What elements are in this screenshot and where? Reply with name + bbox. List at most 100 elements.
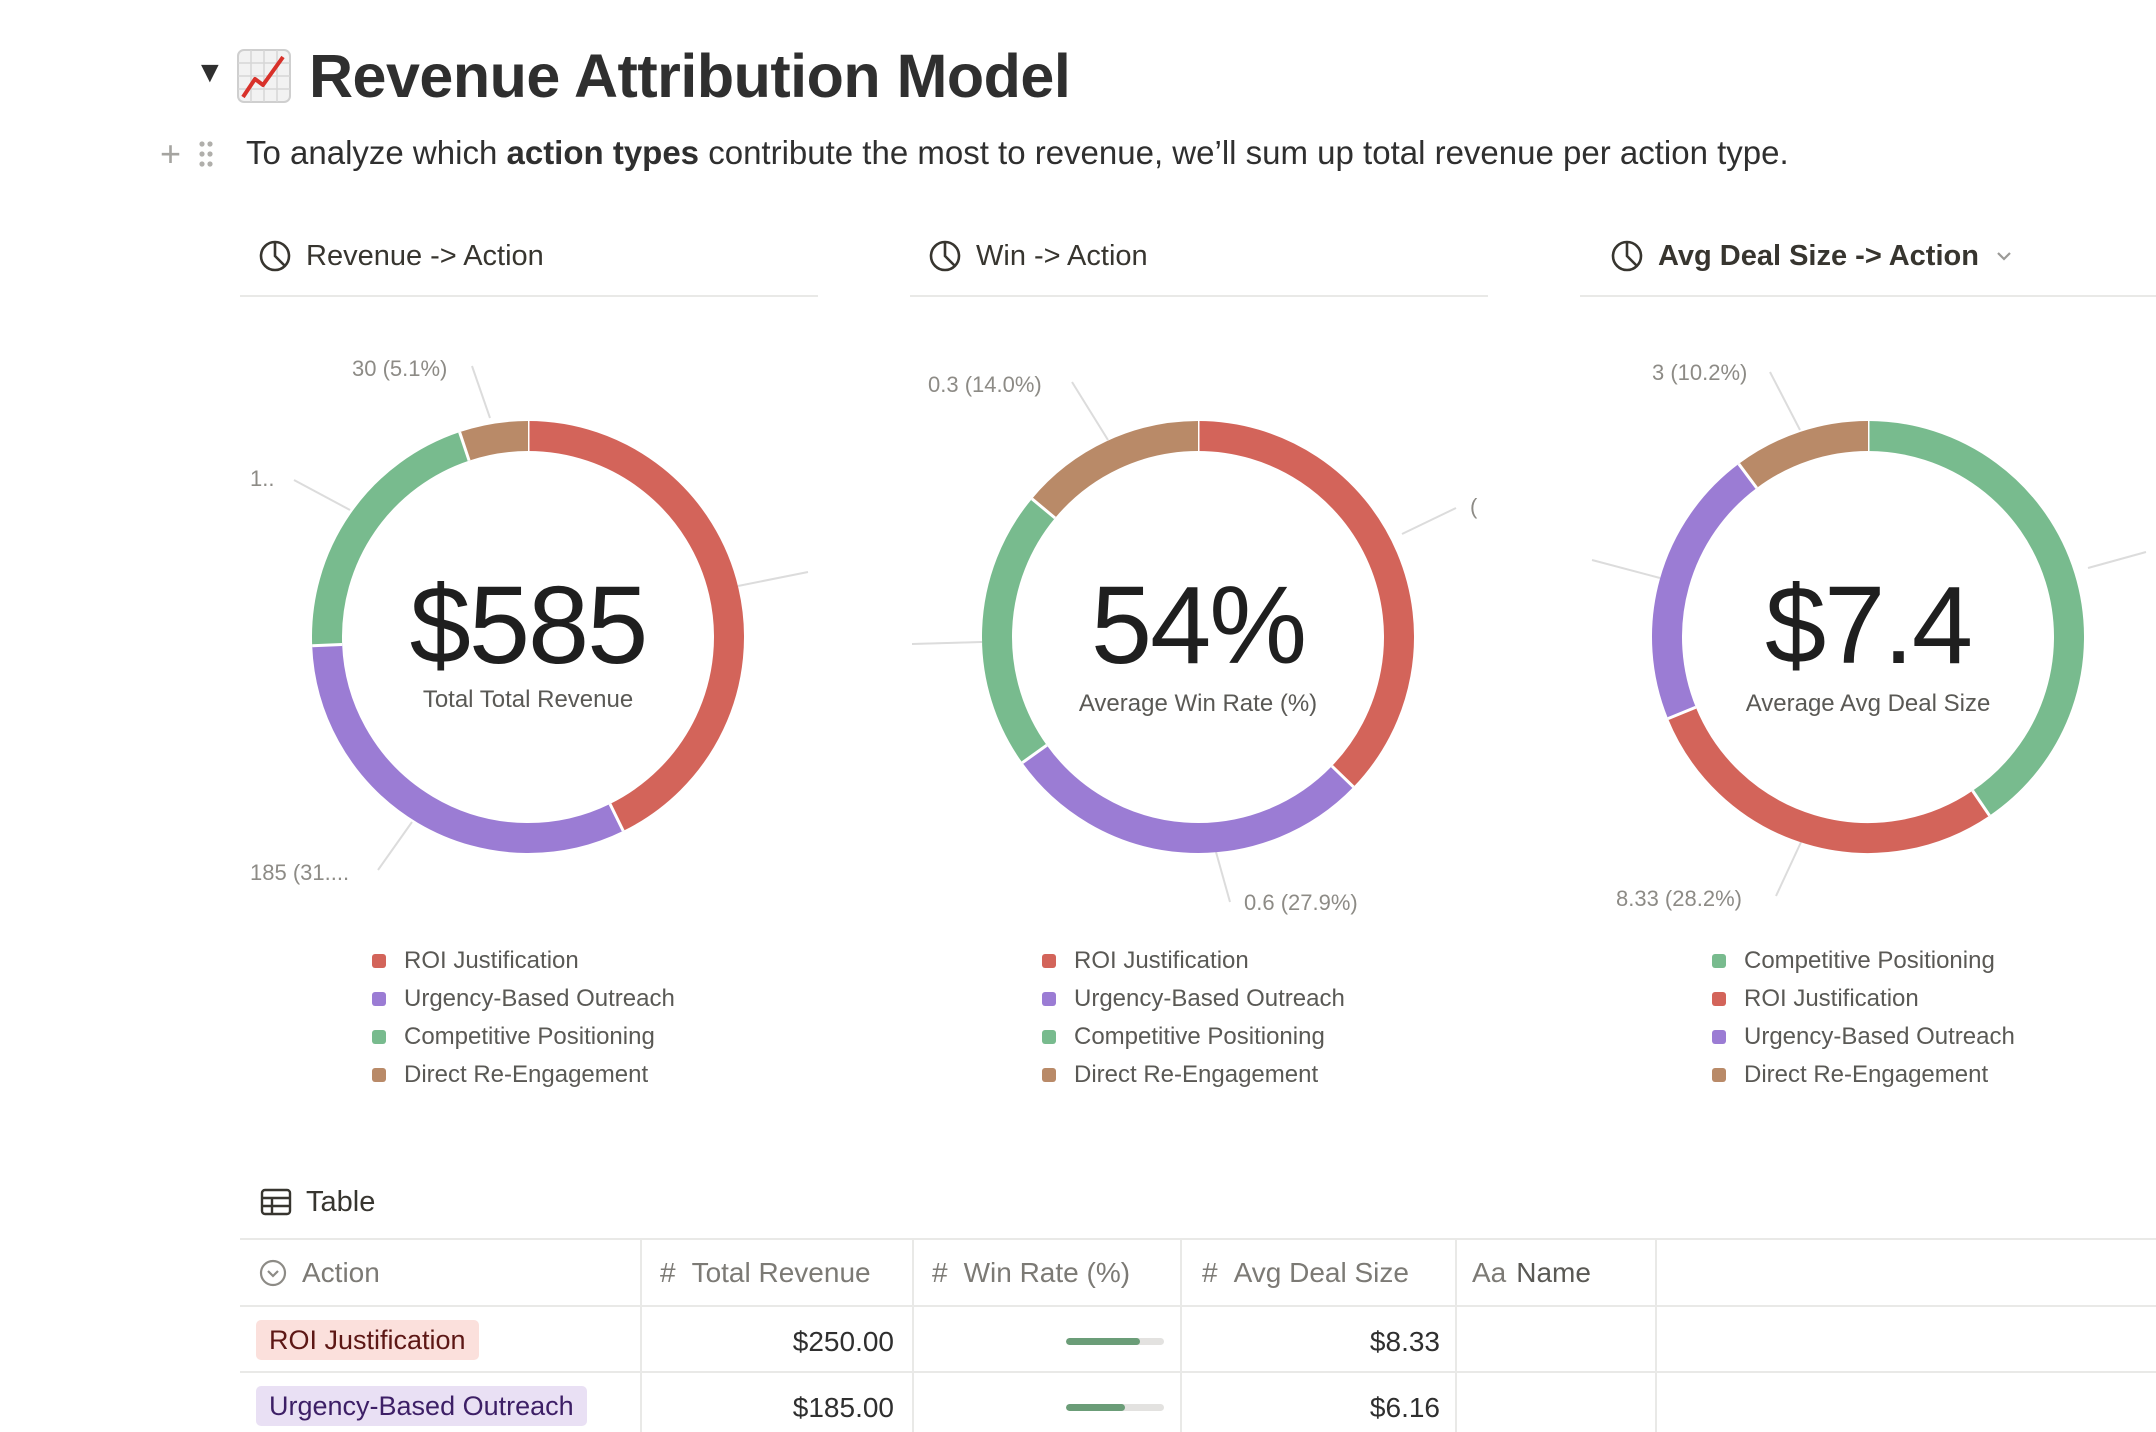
column-divider bbox=[1455, 1240, 1457, 1432]
column-header-action[interactable]: Action bbox=[258, 1240, 380, 1306]
chevron-down-icon[interactable] bbox=[1993, 245, 2015, 267]
legend-swatch bbox=[372, 1068, 386, 1082]
chart-callout: 8.33 (28.2%) bbox=[1616, 886, 1742, 911]
legend-swatch bbox=[1712, 1068, 1726, 1082]
legend-item[interactable]: Direct Re-Engagement bbox=[372, 1056, 675, 1094]
legend-item[interactable]: Urgency-Based Outreach bbox=[1042, 980, 1345, 1018]
number-property-icon: # bbox=[1202, 1257, 1218, 1288]
slice-separator bbox=[1021, 744, 1048, 764]
legend-swatch bbox=[1712, 954, 1726, 968]
legend-label: ROI Justification bbox=[1074, 947, 1249, 974]
drag-handle-icon[interactable] bbox=[199, 140, 213, 168]
row-divider bbox=[240, 1371, 2156, 1373]
number-property-icon: # bbox=[660, 1257, 676, 1288]
chart-callout: 0.3 (14.0%) bbox=[928, 372, 1042, 397]
leader-line bbox=[1071, 381, 1109, 441]
avg-deal-size-cell[interactable]: $6.16 bbox=[1369, 1392, 1440, 1423]
chart-callout: 3 (10.2%) bbox=[1652, 360, 1748, 385]
tab-label: Win -> Action bbox=[976, 239, 1148, 272]
donut-slice-roi-justification[interactable] bbox=[1197, 421, 1414, 787]
deal-legend: Competitive Positioning ROI Justificatio… bbox=[1712, 942, 2015, 1094]
tab-deal-chart[interactable]: Avg Deal Size -> Action bbox=[1610, 226, 2015, 286]
win-center-value: 54% bbox=[1090, 564, 1307, 687]
leader-line bbox=[1591, 559, 1661, 579]
column-label: Win Rate (%) bbox=[963, 1257, 1131, 1288]
legend-label: ROI Justification bbox=[1744, 985, 1919, 1012]
legend-item[interactable]: ROI Justification bbox=[1042, 942, 1345, 980]
toggle-arrow-icon[interactable]: ▼ bbox=[195, 56, 225, 89]
legend-item[interactable]: Urgency-Based Outreach bbox=[1712, 1018, 2015, 1056]
deal-center-label: Average Avg Deal Size bbox=[1745, 690, 1991, 717]
text-property-icon: Aa bbox=[1472, 1257, 1507, 1288]
action-tag[interactable]: ROI Justification bbox=[256, 1320, 479, 1360]
donut-slice-direct-re-engagement[interactable] bbox=[1738, 421, 1869, 489]
donut-slice-competitive-positioning[interactable] bbox=[1867, 421, 2084, 816]
leader-line bbox=[1775, 839, 1803, 897]
tab-divider bbox=[910, 295, 1488, 297]
slice-separator bbox=[1737, 463, 1758, 489]
donut-slice-competitive-positioning[interactable] bbox=[982, 498, 1056, 763]
tab-revenue-chart[interactable]: Revenue -> Action bbox=[258, 226, 544, 286]
donut-slice-competitive-positioning[interactable] bbox=[312, 432, 470, 646]
select-property-icon bbox=[259, 1259, 287, 1287]
donut-slice-urgency-based-outreach[interactable] bbox=[1022, 745, 1354, 853]
pie-chart-icon bbox=[929, 240, 961, 272]
avg-deal-size-cell[interactable]: $8.33 bbox=[1369, 1326, 1440, 1357]
table-top-border bbox=[240, 1238, 2156, 1240]
leader-line bbox=[1769, 371, 1801, 431]
legend-item[interactable]: ROI Justification bbox=[372, 942, 675, 980]
column-header-avg-deal-size[interactable]: # Avg Deal Size bbox=[1202, 1240, 1409, 1306]
page-heading: ▼ Revenue Attribution Model bbox=[195, 38, 1071, 114]
legend-swatch bbox=[1042, 1068, 1056, 1082]
intro-suffix: contribute the most to revenue, we’ll su… bbox=[699, 134, 1789, 171]
donut-slice-direct-re-engagement[interactable] bbox=[459, 421, 529, 461]
donut-slice-direct-re-engagement[interactable] bbox=[1031, 421, 1199, 519]
legend-item[interactable]: Competitive Positioning bbox=[1712, 942, 2015, 980]
leader-line bbox=[471, 365, 491, 419]
column-header-win-rate[interactable]: # Win Rate (%) bbox=[932, 1240, 1130, 1306]
tab-table[interactable]: Table bbox=[260, 1172, 375, 1232]
leader-line bbox=[2087, 551, 2147, 569]
add-block-icon[interactable]: + bbox=[160, 133, 182, 174]
win-rate-bar[interactable] bbox=[1066, 1338, 1164, 1345]
legend-label: Direct Re-Engagement bbox=[1074, 1061, 1319, 1088]
column-divider bbox=[1655, 1240, 1657, 1432]
slice-separator bbox=[1971, 789, 1991, 817]
action-tag[interactable]: Urgency-Based Outreach bbox=[256, 1386, 587, 1426]
tab-label: Revenue -> Action bbox=[306, 239, 544, 272]
column-header-total-revenue[interactable]: # Total Revenue bbox=[660, 1240, 871, 1306]
donut-slice-urgency-based-outreach[interactable] bbox=[1652, 463, 1757, 719]
total-revenue-cell[interactable]: $185.00 bbox=[792, 1392, 894, 1423]
tab-label: Table bbox=[306, 1185, 376, 1218]
legend-item[interactable]: Competitive Positioning bbox=[372, 1018, 675, 1056]
pie-chart-icon bbox=[259, 240, 291, 272]
tab-divider bbox=[240, 295, 818, 297]
column-header-name[interactable]: Aa Name bbox=[1472, 1240, 1591, 1306]
donut-slice-urgency-based-outreach[interactable] bbox=[312, 644, 624, 853]
legend-item[interactable]: Direct Re-Engagement bbox=[1712, 1056, 2015, 1094]
total-revenue-cell[interactable]: $250.00 bbox=[792, 1326, 894, 1357]
legend-label: Urgency-Based Outreach bbox=[1074, 985, 1345, 1012]
donut-slice-roi-justification[interactable] bbox=[527, 421, 744, 831]
page-title: Revenue Attribution Model bbox=[309, 42, 1071, 110]
legend-item[interactable]: ROI Justification bbox=[1712, 980, 2015, 1018]
legend-swatch bbox=[1042, 1030, 1056, 1044]
leader-line bbox=[293, 479, 351, 511]
legend-label: Urgency-Based Outreach bbox=[1744, 1023, 2015, 1050]
tab-win-chart[interactable]: Win -> Action bbox=[928, 226, 1148, 286]
legend-item[interactable]: Urgency-Based Outreach bbox=[372, 980, 675, 1018]
tab-label: Avg Deal Size -> Action bbox=[1658, 239, 1979, 272]
legend-item[interactable]: Competitive Positioning bbox=[1042, 1018, 1345, 1056]
leader-line bbox=[911, 641, 983, 645]
legend-item[interactable]: Direct Re-Engagement bbox=[1042, 1056, 1345, 1094]
leader-line bbox=[1215, 851, 1231, 903]
leader-line bbox=[737, 571, 809, 587]
donut-slice-roi-justification[interactable] bbox=[1668, 707, 1990, 853]
block-handles: + bbox=[160, 136, 213, 172]
win-rate-bar[interactable] bbox=[1066, 1404, 1164, 1411]
win-center-label: Average Win Rate (%) bbox=[1078, 690, 1318, 717]
legend-label: Competitive Positioning bbox=[404, 1023, 655, 1050]
